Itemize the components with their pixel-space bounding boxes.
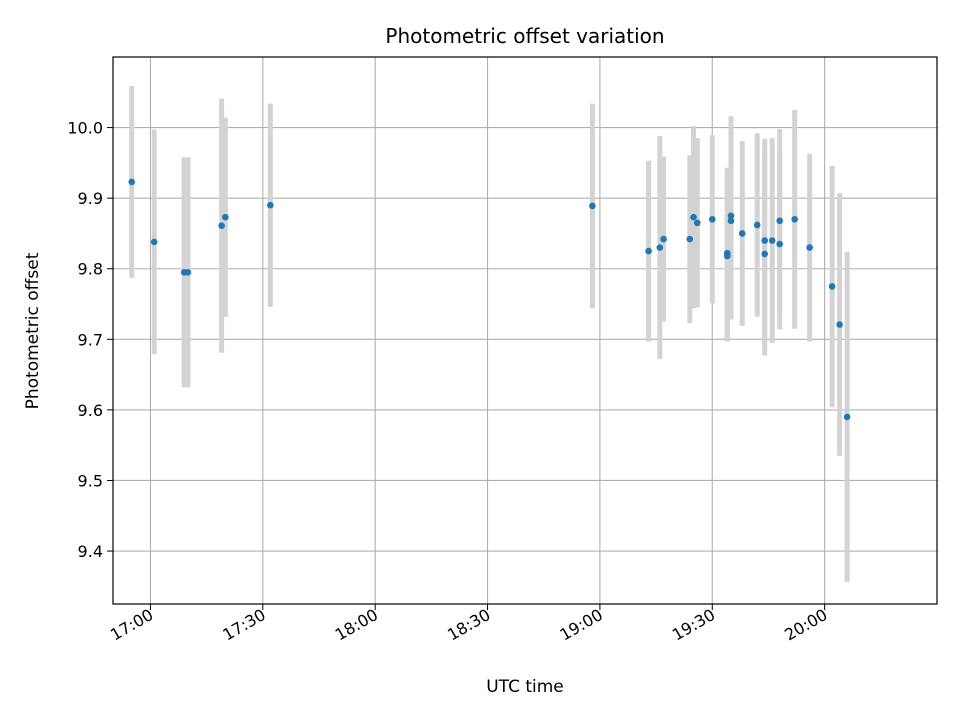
data-point [660, 235, 667, 243]
data-point [723, 252, 731, 260]
data-point [128, 178, 136, 186]
data-point [761, 237, 769, 244]
data-point [768, 237, 776, 244]
y-axis-title: Photometric offset [23, 252, 43, 409]
y-tick-label: 9.7 [78, 330, 103, 349]
data-point [738, 230, 746, 237]
data-point [267, 201, 274, 209]
data-point [693, 219, 701, 227]
data-point [836, 321, 843, 328]
data-point [184, 268, 192, 276]
chart-title: Photometric offset variation [385, 24, 664, 48]
plot-frame [112, 56, 938, 605]
data-point [806, 244, 813, 251]
data-point [727, 212, 735, 220]
data-point [645, 247, 652, 255]
x-axis-title: UTC time [486, 677, 564, 697]
data-point [791, 216, 798, 223]
y-tick-label: 9.4 [78, 542, 103, 561]
data-point [708, 216, 716, 223]
grid-lines [113, 57, 937, 604]
data-point [690, 213, 697, 221]
data-point [828, 283, 836, 290]
y-tick-label: 9.6 [78, 401, 103, 420]
y-tick-label: 9.9 [78, 189, 103, 208]
data-point [589, 202, 596, 210]
data-point [150, 238, 158, 246]
data-point [686, 235, 694, 243]
y-tick-label: 10.0 [67, 119, 103, 138]
data-point [776, 240, 783, 248]
data-point [656, 244, 664, 251]
data-points [128, 178, 851, 421]
data-point [761, 250, 769, 258]
data-point [843, 413, 851, 421]
y-tick-label: 9.5 [78, 471, 103, 490]
data-point [753, 221, 761, 229]
data-point [218, 222, 225, 229]
y-tick-label: 9.8 [78, 260, 103, 279]
data-point [222, 213, 229, 221]
data-point [727, 217, 735, 225]
data-point [776, 217, 783, 225]
